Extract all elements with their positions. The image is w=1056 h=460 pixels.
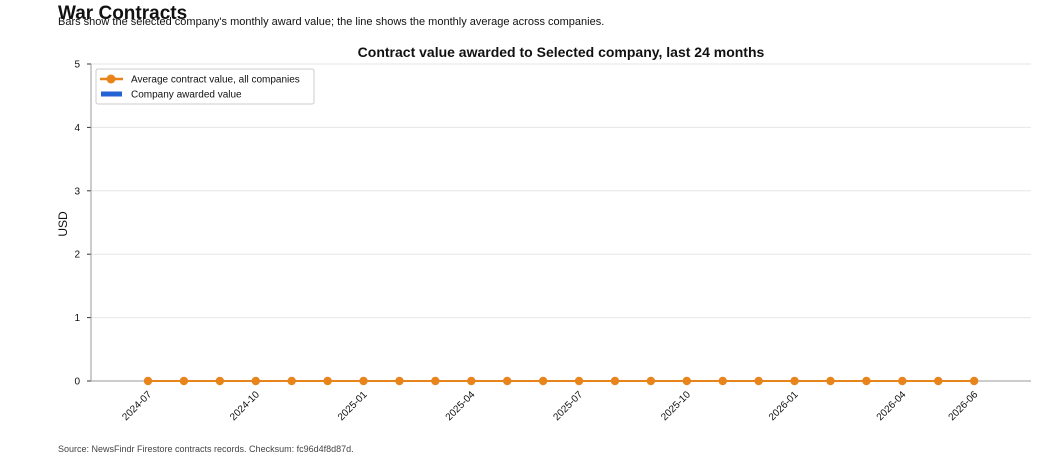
x-tick-label: 2024-07	[120, 389, 154, 423]
x-tick-label: 2026-06	[947, 389, 981, 423]
y-tick-label: 3	[74, 186, 80, 197]
line-series	[143, 376, 979, 386]
x-tick-label: 2024-10	[228, 389, 262, 423]
legend: Average contract value, all companies Co…	[95, 68, 315, 105]
gridlines	[91, 63, 1031, 319]
x-tick-label: 2026-01	[767, 389, 801, 423]
average-point	[538, 376, 548, 386]
chart-title: Contract value awarded to Selected compa…	[358, 44, 765, 60]
x-tick-label: 2025-07	[551, 389, 585, 423]
average-point	[359, 376, 368, 386]
y-tick-label: 5	[74, 60, 80, 71]
legend-label-average: Average contract value, all companies	[131, 75, 300, 86]
page-subtitle: Bars show the selected company's monthly…	[58, 16, 605, 28]
x-tick-label: 2025-10	[659, 389, 693, 423]
y-tick-label: 1	[74, 313, 80, 324]
average-point	[395, 376, 404, 386]
average-point	[503, 376, 512, 386]
y-axis-label: USD	[56, 211, 70, 237]
average-point	[790, 376, 799, 386]
average-point	[898, 376, 907, 386]
x-tick-label: 2025-01	[336, 389, 370, 423]
average-point	[143, 376, 153, 386]
source-note: Source: NewsFindr Firestore contracts re…	[58, 444, 354, 454]
page-title: War Contracts	[58, 3, 188, 24]
legend-bar-swatch	[101, 91, 122, 97]
tick-labels: 0 1 2 3 4 5 2024-07 2024-10 2025-01 2025-04 2025-0…	[74, 60, 980, 424]
average-point	[431, 376, 440, 386]
average-point	[969, 376, 979, 386]
axes	[87, 63, 1031, 385]
average-point	[826, 376, 835, 386]
average-point	[467, 376, 476, 386]
legend-box	[95, 68, 315, 105]
x-tick-label: 2025-04	[444, 389, 478, 423]
average-point	[215, 376, 225, 386]
average-point	[287, 376, 296, 386]
y-tick-label: 0	[74, 377, 80, 388]
average-point	[610, 376, 620, 386]
average-point	[718, 376, 727, 386]
average-point	[862, 376, 871, 386]
legend-label-company: Company awarded value	[131, 90, 242, 101]
average-point	[682, 376, 691, 386]
average-point	[179, 376, 189, 386]
average-point	[646, 376, 656, 386]
average-point	[574, 376, 584, 386]
y-tick-label: 4	[74, 123, 80, 134]
x-tick-label: 2026-04	[875, 389, 909, 423]
legend-line-marker	[106, 74, 116, 84]
average-point	[323, 376, 332, 386]
average-point	[934, 376, 943, 386]
average-point	[754, 376, 763, 386]
average-point	[251, 376, 260, 386]
chart: Contract value awarded to Selected compa…	[56, 44, 1031, 424]
y-tick-label: 2	[74, 250, 80, 261]
